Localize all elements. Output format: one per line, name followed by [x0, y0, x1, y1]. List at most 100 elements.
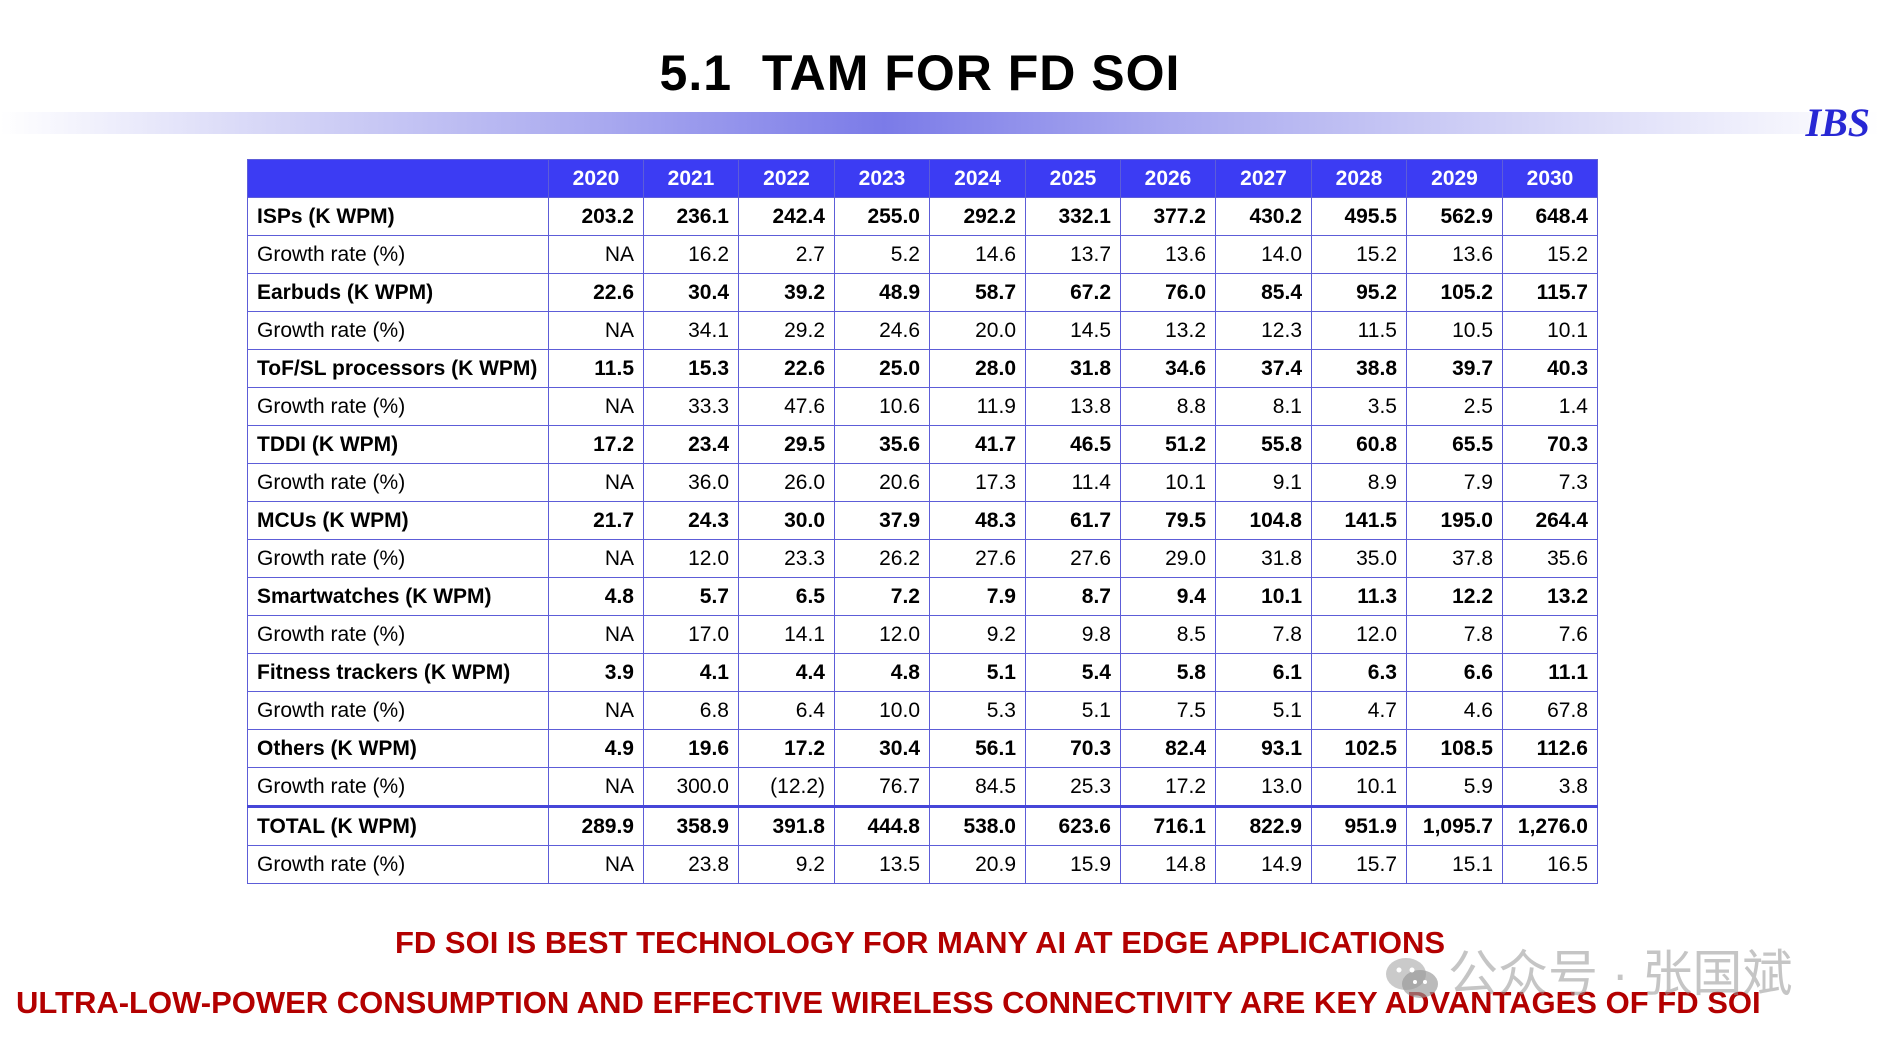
table-cell: 623.6 [1025, 805, 1121, 846]
table-cell: 7.9 [1406, 463, 1503, 502]
row-label: Growth rate (%) [247, 691, 549, 730]
table-cell: 1.4 [1502, 387, 1598, 426]
table-body: ISPs (K WPM) 203.2 236.1 242.4 255.0 292.2 332… [247, 197, 1598, 884]
table-cell: 20.9 [929, 845, 1026, 884]
row-label: ISPs (K WPM) [247, 197, 549, 236]
table-row: ISPs (K WPM) 203.2 236.1 242.4 255.0 292.2 332… [247, 197, 1598, 236]
table-cell: 16.2 [643, 235, 739, 274]
table-cell: 17.2 [1120, 767, 1216, 807]
table-cell: 13.6 [1406, 235, 1503, 274]
header-year-2025: 2025 [1025, 159, 1121, 198]
table-cell: 203.2 [548, 197, 644, 236]
table-header-row: 2020 2021 2022 2023 2024 2025 2026 2027 2028 2029… [247, 159, 1598, 198]
table-cell: 29.2 [738, 311, 835, 350]
table-cell: 8.1 [1215, 387, 1312, 426]
table-cell: 108.5 [1406, 729, 1503, 768]
table-row: Growth rate (%) NA 300.0 (12.2) 76.7 84.5 25.3… [247, 767, 1598, 807]
table-cell: 444.8 [834, 805, 930, 846]
table-cell: 104.8 [1215, 501, 1312, 540]
header-blank-cell [247, 159, 549, 198]
table-cell: 495.5 [1311, 197, 1407, 236]
table-cell: 9.2 [738, 845, 835, 884]
row-label: MCUs (K WPM) [247, 501, 549, 540]
table-cell: 15.9 [1025, 845, 1121, 884]
table-cell: 46.5 [1025, 425, 1121, 464]
table-cell: 10.6 [834, 387, 930, 426]
table-row: Smartwatches (K WPM) 4.8 5.7 6.5 7.2 7.9 8.7 9.… [247, 577, 1598, 616]
table-cell: 15.7 [1311, 845, 1407, 884]
row-label: Others (K WPM) [247, 729, 549, 768]
table-cell: NA [548, 539, 644, 578]
table-row: ToF/SL processors (K WPM) 11.5 15.3 22.6 25.… [247, 349, 1598, 388]
table-cell: 13.6 [1120, 235, 1216, 274]
table-cell: 332.1 [1025, 197, 1121, 236]
table-cell: 13.5 [834, 845, 930, 884]
table-cell: 58.7 [929, 273, 1026, 312]
table-cell: 10.1 [1502, 311, 1598, 350]
table-cell: 14.1 [738, 615, 835, 654]
table-row: Growth rate (%) NA 34.1 29.2 24.6 20.0 14.5 13.… [247, 311, 1598, 350]
table-cell: 1,276.0 [1502, 805, 1598, 846]
table-cell: 14.8 [1120, 845, 1216, 884]
table-cell: 236.1 [643, 197, 739, 236]
table-cell: 14.9 [1215, 845, 1312, 884]
table-cell: 11.5 [1311, 311, 1407, 350]
page-title: 5.1 TAM FOR FD SOI [659, 45, 1181, 101]
table-cell: 35.6 [834, 425, 930, 464]
table-cell: 7.8 [1406, 615, 1503, 654]
table-cell: 15.3 [643, 349, 739, 388]
title-gradient-band [0, 112, 1880, 134]
table-cell: 2.7 [738, 235, 835, 274]
table-cell: 5.2 [834, 235, 930, 274]
table-cell: 115.7 [1502, 273, 1598, 312]
table-cell: 4.9 [548, 729, 644, 768]
table-cell: 5.7 [643, 577, 739, 616]
table-cell: 12.3 [1215, 311, 1312, 350]
table-row: Others (K WPM) 4.9 19.6 17.2 30.4 56.1 70.3 82.… [247, 729, 1598, 768]
row-label: Smartwatches (K WPM) [247, 577, 549, 616]
table-cell: 31.8 [1215, 539, 1312, 578]
row-label: TOTAL (K WPM) [247, 805, 549, 846]
header-year-2026: 2026 [1120, 159, 1216, 198]
row-label: Fitness trackers (K WPM) [247, 653, 549, 692]
table-cell: 17.3 [929, 463, 1026, 502]
table-cell: 27.6 [929, 539, 1026, 578]
table-cell: 41.7 [929, 425, 1026, 464]
table-cell: 7.5 [1120, 691, 1216, 730]
table-cell: 10.0 [834, 691, 930, 730]
table-cell: 3.8 [1502, 767, 1598, 807]
table-cell: 29.0 [1120, 539, 1216, 578]
table-cell: 14.0 [1215, 235, 1312, 274]
table-cell: 7.3 [1502, 463, 1598, 502]
table-cell: 30.0 [738, 501, 835, 540]
table-cell: 48.9 [834, 273, 930, 312]
table-cell: 55.8 [1215, 425, 1312, 464]
table-cell: NA [548, 311, 644, 350]
table-cell: 4.8 [548, 577, 644, 616]
table-cell: 4.7 [1311, 691, 1407, 730]
header-year-2030: 2030 [1502, 159, 1598, 198]
table-cell: NA [548, 235, 644, 274]
header-year-2027: 2027 [1215, 159, 1312, 198]
table-cell: 31.8 [1025, 349, 1121, 388]
table-cell: 5.8 [1120, 653, 1216, 692]
table-cell: 242.4 [738, 197, 835, 236]
row-label: Growth rate (%) [247, 387, 549, 426]
table-row: Growth rate (%) NA 16.2 2.7 5.2 14.6 13.7 13.6 1… [247, 235, 1598, 274]
row-label: Growth rate (%) [247, 615, 549, 654]
table-cell: 11.4 [1025, 463, 1121, 502]
table-cell: 17.2 [738, 729, 835, 768]
table-cell: 8.8 [1120, 387, 1216, 426]
table-cell: 5.9 [1406, 767, 1503, 807]
table-cell: 22.6 [738, 349, 835, 388]
table-cell: NA [548, 691, 644, 730]
table-cell: 9.1 [1215, 463, 1312, 502]
table-cell: 12.0 [1311, 615, 1407, 654]
table-cell: 65.5 [1406, 425, 1503, 464]
table-cell: 9.2 [929, 615, 1026, 654]
table-cell: 6.4 [738, 691, 835, 730]
table-cell: 13.7 [1025, 235, 1121, 274]
row-label: Growth rate (%) [247, 845, 549, 884]
table-cell: 289.9 [548, 805, 644, 846]
table-cell: 4.8 [834, 653, 930, 692]
